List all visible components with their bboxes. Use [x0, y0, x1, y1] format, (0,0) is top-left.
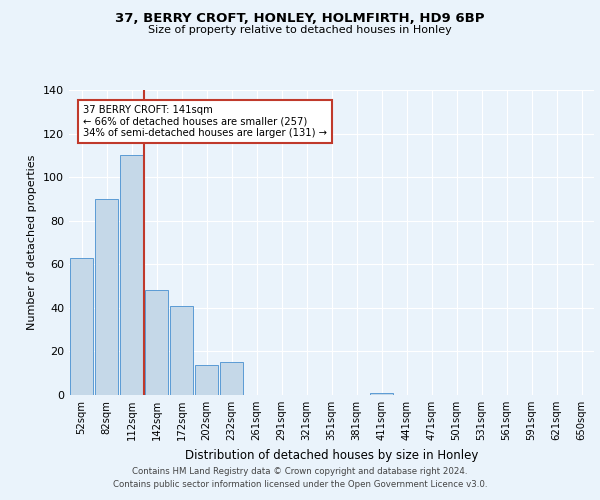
Text: Contains HM Land Registry data © Crown copyright and database right 2024.: Contains HM Land Registry data © Crown c…	[132, 467, 468, 476]
X-axis label: Distribution of detached houses by size in Honley: Distribution of detached houses by size …	[185, 448, 478, 462]
Text: 37 BERRY CROFT: 141sqm
← 66% of detached houses are smaller (257)
34% of semi-de: 37 BERRY CROFT: 141sqm ← 66% of detached…	[83, 106, 327, 138]
Bar	[220, 362, 244, 395]
Bar	[119, 156, 143, 395]
Text: Contains public sector information licensed under the Open Government Licence v3: Contains public sector information licen…	[113, 480, 487, 489]
Text: Size of property relative to detached houses in Honley: Size of property relative to detached ho…	[148, 25, 452, 35]
Bar	[194, 364, 218, 395]
Bar	[95, 199, 118, 395]
Bar	[70, 258, 94, 395]
Y-axis label: Number of detached properties: Number of detached properties	[28, 155, 37, 330]
Text: 37, BERRY CROFT, HONLEY, HOLMFIRTH, HD9 6BP: 37, BERRY CROFT, HONLEY, HOLMFIRTH, HD9 …	[115, 12, 485, 26]
Bar	[370, 393, 394, 395]
Bar	[170, 306, 193, 395]
Bar	[145, 290, 169, 395]
